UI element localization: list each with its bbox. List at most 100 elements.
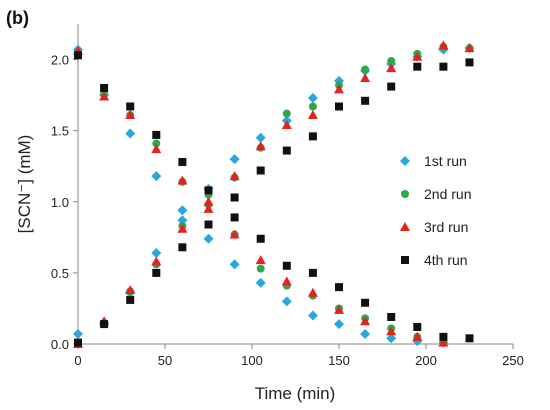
- y-tick-label: 1.5: [51, 124, 69, 139]
- data-point: [203, 233, 214, 244]
- data-point: [308, 102, 317, 111]
- data-point: [438, 337, 449, 347]
- data-point: [281, 119, 292, 129]
- data-point: [74, 338, 82, 347]
- data-point: [282, 109, 291, 118]
- data-point: [151, 247, 162, 258]
- data-point: [308, 268, 317, 277]
- data-point: [177, 223, 188, 233]
- data-point: [438, 40, 449, 50]
- data-point: [151, 171, 162, 182]
- data-point: [386, 326, 397, 336]
- data-point: [282, 261, 291, 270]
- data-point: [178, 157, 187, 166]
- data-points: [73, 40, 475, 348]
- data-point: [151, 256, 162, 266]
- data-point: [360, 329, 371, 340]
- data-point: [386, 333, 397, 344]
- data-point: [126, 102, 135, 111]
- data-point: [229, 259, 240, 270]
- data-point: [334, 84, 344, 94]
- data-point: [99, 91, 110, 101]
- data-point: [308, 132, 317, 141]
- data-point: [229, 229, 240, 239]
- y-tick-label: 0.5: [51, 266, 69, 281]
- data-point: [203, 196, 214, 206]
- data-point: [125, 128, 136, 139]
- data-point: [307, 310, 318, 321]
- data-point: [413, 62, 422, 71]
- x-tick-label: 0: [74, 353, 81, 368]
- data-point: [334, 304, 344, 314]
- data-point: [229, 171, 240, 181]
- data-point: [74, 51, 82, 60]
- data-point: [465, 334, 474, 343]
- data-point: [152, 268, 161, 277]
- data-point: [282, 146, 291, 155]
- data-point: [230, 213, 239, 222]
- data-point: [73, 329, 83, 340]
- data-point: [125, 110, 136, 120]
- legend: 1st run 2nd run 3rd run 4th run: [400, 153, 471, 268]
- x-tick-label: 250: [502, 353, 524, 368]
- y-tick-label: 2.0: [51, 53, 69, 68]
- data-point: [204, 186, 213, 195]
- data-point: [307, 92, 318, 103]
- data-point: [335, 102, 343, 111]
- data-point: [256, 264, 265, 273]
- data-point: [387, 56, 396, 65]
- legend-label: 4th run: [424, 252, 468, 268]
- data-point: [387, 82, 396, 91]
- data-point: [177, 215, 188, 226]
- data-point: [360, 316, 371, 326]
- data-point: [361, 65, 370, 74]
- legend-marker: [400, 222, 410, 231]
- y-axis-title: [SCN⁻] (mM): [15, 135, 34, 234]
- data-point: [387, 312, 396, 321]
- data-point: [203, 203, 214, 213]
- data-point: [360, 73, 371, 83]
- data-point: [256, 166, 265, 175]
- panel-label: (b): [6, 8, 29, 28]
- x-tick-label: 200: [415, 353, 437, 368]
- data-point: [255, 255, 266, 265]
- legend-marker: [400, 156, 410, 166]
- x-tick-label: 150: [328, 353, 350, 368]
- data-point: [281, 276, 292, 286]
- y-ticks: 0.0 0.5 1.0 1.5 2.0: [51, 53, 78, 352]
- data-point: [100, 84, 109, 92]
- x-tick-label: 50: [158, 353, 172, 368]
- data-point: [255, 277, 266, 288]
- y-tick-label: 0.0: [51, 337, 69, 352]
- data-point: [151, 144, 162, 154]
- data-point: [307, 287, 318, 297]
- data-point: [412, 331, 423, 341]
- data-point: [439, 62, 448, 71]
- data-point: [334, 319, 344, 330]
- data-point: [386, 63, 397, 73]
- data-point: [464, 43, 475, 53]
- data-point: [439, 332, 448, 341]
- data-point: [255, 132, 266, 143]
- x-tick-label: 100: [241, 353, 263, 368]
- legend-label: 1st run: [424, 153, 467, 169]
- legend-label: 3rd run: [424, 219, 468, 235]
- legend-marker: [401, 256, 409, 264]
- data-point: [178, 243, 187, 252]
- data-point: [204, 220, 213, 229]
- data-point: [177, 205, 188, 216]
- y-tick-label: 1.0: [51, 195, 69, 210]
- data-point: [256, 234, 265, 243]
- data-point: [100, 320, 109, 329]
- data-point: [229, 154, 240, 165]
- data-point: [413, 322, 422, 331]
- x-ticks: 0 50 100 150 200 250: [74, 344, 524, 368]
- axes: [77, 24, 513, 345]
- data-point: [361, 298, 370, 307]
- data-point: [412, 51, 423, 61]
- data-point: [177, 175, 188, 185]
- data-point: [465, 58, 474, 67]
- x-axis-title: Time (min): [255, 384, 336, 403]
- legend-marker: [401, 190, 409, 198]
